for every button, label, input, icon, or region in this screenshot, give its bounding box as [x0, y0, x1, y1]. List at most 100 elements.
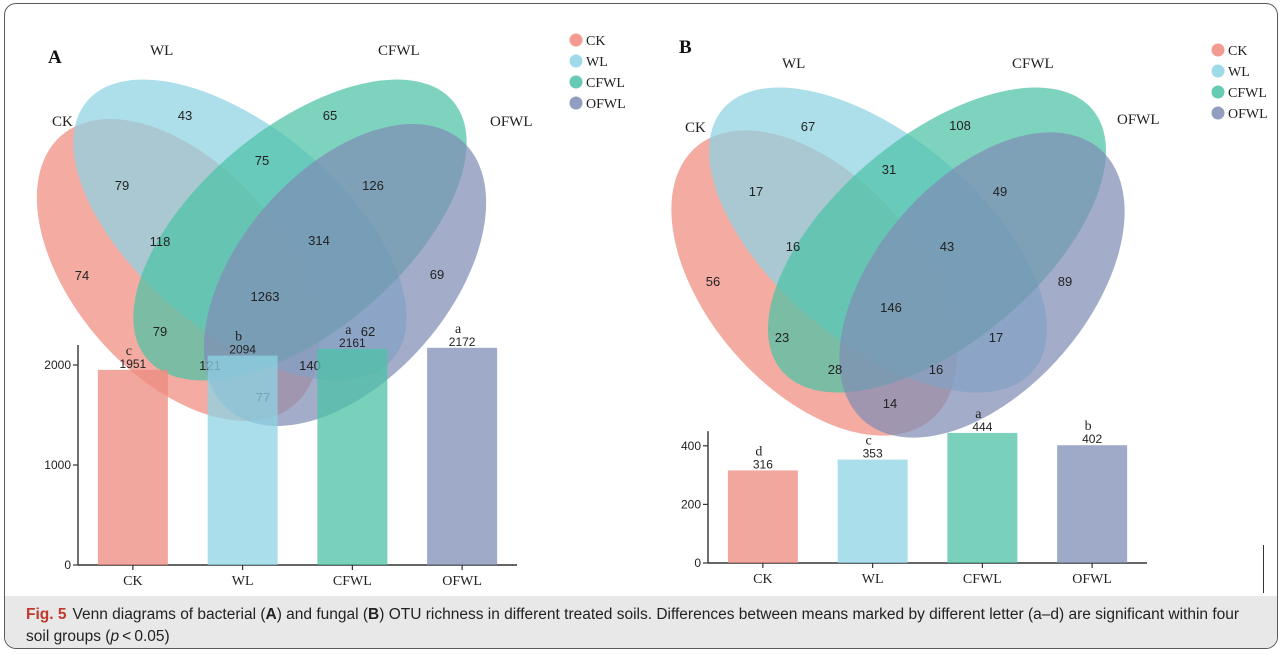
- bar-value-label-cfwl: 444: [972, 420, 992, 434]
- venn-region-ofwl: 89: [1058, 274, 1072, 289]
- legend-label-ofwl: OFWL: [586, 97, 626, 112]
- venn-ellipse-ofwl: [839, 132, 1125, 438]
- bar-cfwl: [317, 348, 388, 565]
- venn-region-wl-ofwl: 17: [989, 330, 1003, 345]
- venn-set-label-cfwl: CFWL: [1012, 56, 1054, 72]
- venn-region-ck-ofwl: 14: [883, 396, 897, 411]
- bar-value-label-ck: 316: [753, 457, 773, 471]
- bar-y-tick-label: 0: [64, 558, 71, 572]
- venn-region-wl: 43: [178, 108, 192, 123]
- panel-label-b: B: [679, 37, 692, 58]
- bar-x-tick-label-ck: CK: [123, 574, 142, 589]
- bar-value-label-cfwl: 2161: [339, 336, 366, 350]
- legend-label-cfwl: CFWL: [586, 76, 625, 91]
- figure-canvas: A CK WL CFWL OFWL 74 43 65 69 79 75 126 118 314 1263 79…: [36, 33, 1268, 589]
- bar-y-tick-label: 0: [694, 556, 701, 570]
- legend-swatch-wl: [1211, 64, 1225, 78]
- figure-caption: Fig. 5 Venn diagrams of bacterial (A) and…: [26, 604, 1256, 648]
- venn-region-wl-cfwl: 31: [882, 162, 896, 177]
- venn-set-label-cfwl: CFWL: [378, 43, 420, 59]
- venn-set-label-wl: WL: [782, 56, 805, 72]
- bar-ck: [97, 369, 168, 565]
- edge-mark: [1263, 545, 1264, 593]
- legend-swatch-cfwl: [569, 75, 583, 89]
- legend-swatch-cfwl: [1211, 85, 1225, 99]
- legend-label-cfwl: CFWL: [1228, 86, 1267, 101]
- venn-region-ck-wl-cfwl-ofwl: 1263: [251, 289, 280, 304]
- bar-x-tick-label-cfwl: CFWL: [333, 574, 372, 589]
- bar-ofwl: [1057, 445, 1128, 563]
- bar-ofwl: [427, 347, 498, 565]
- bar-y-tick-label: 2000: [44, 358, 71, 372]
- venn-region-cfwl-ofwl: 49: [993, 184, 1007, 199]
- legend-swatch-ofwl: [569, 96, 583, 110]
- bar-value-label-ck: 1951: [120, 357, 147, 371]
- venn-region-cfwl: 65: [323, 108, 337, 123]
- bar-wl: [207, 355, 278, 565]
- venn-region-cfwl: 108: [949, 118, 971, 133]
- bar-x-tick-label-wl: WL: [862, 572, 884, 587]
- legend-swatch-ofwl: [1211, 106, 1225, 120]
- venn-region-ck-cfwl: 79: [153, 324, 167, 339]
- bar-significance-letter-cfwl: a: [345, 323, 352, 338]
- bar-y-tick-label: 400: [681, 439, 701, 453]
- bar-significance-letter-wl: c: [866, 434, 872, 449]
- venn-set-label-ck: CK: [685, 120, 706, 136]
- panel-label-a: A: [48, 47, 62, 68]
- bar-significance-letter-wl: b: [235, 330, 242, 345]
- legend-swatch-ck: [569, 33, 583, 47]
- venn-region-ck-wl-cfwl: 16: [786, 239, 800, 254]
- venn-region-cfwl-ofwl: 126: [362, 178, 384, 193]
- venn-set-label-ck: CK: [52, 114, 73, 130]
- legend-label-ck: CK: [586, 34, 605, 49]
- bar-significance-letter-ck: c: [126, 344, 132, 359]
- figure-number: Fig. 5: [26, 606, 67, 623]
- venn-region-ck: 56: [706, 274, 720, 289]
- venn-region-ck-wl-cfwl-ofwl: 146: [880, 300, 902, 315]
- venn-region-ck-cfwl-ofwl: 28: [828, 362, 842, 377]
- venn-set-label-wl: WL: [150, 43, 173, 59]
- caption-text-4: < 0.05): [119, 628, 170, 645]
- caption-panel-a: A: [265, 606, 277, 623]
- bar-y-tick-label: 1000: [44, 458, 71, 472]
- bar-x-tick-label-ofwl: OFWL: [442, 574, 482, 589]
- venn-region-ofwl: 69: [430, 267, 444, 282]
- legend-label-wl: WL: [586, 55, 608, 70]
- bar-significance-letter-ofwl: a: [455, 322, 462, 337]
- bar-wl: [837, 459, 908, 563]
- legend-label-wl: WL: [1228, 65, 1250, 80]
- venn-region-ck-wl-ofwl: 140: [299, 358, 321, 373]
- venn-region-ck-wl-cfwl: 118: [150, 234, 171, 249]
- legend-swatch-wl: [569, 54, 583, 68]
- venn-region-ck: 74: [75, 268, 89, 283]
- legend-label-ofwl: OFWL: [1228, 107, 1268, 122]
- venn-region-wl-cfwl-ofwl: 314: [308, 233, 330, 248]
- venn-set-label-ofwl: OFWL: [1117, 112, 1160, 128]
- venn-ellipse-ofwl: [203, 124, 487, 426]
- bar-x-tick-label-wl: WL: [232, 574, 254, 589]
- venn-region-ck-wl: 17: [749, 184, 763, 199]
- caption-p-symbol: p: [110, 628, 120, 645]
- bar-value-label-wl: 2094: [229, 343, 256, 357]
- caption-text-3: ) OTU richness in different treated soil…: [26, 606, 1240, 645]
- caption-text-1: Venn diagrams of bacterial (: [72, 606, 266, 623]
- bar-significance-letter-ofwl: b: [1085, 419, 1092, 434]
- bar-ck: [727, 470, 798, 563]
- venn-region-ck-cfwl: 23: [775, 330, 789, 345]
- legend-label-ck: CK: [1228, 44, 1247, 59]
- legend-swatch-ck: [1211, 43, 1225, 57]
- bar-x-tick-label-cfwl: CFWL: [963, 572, 1002, 587]
- venn-set-label-ofwl: OFWL: [490, 114, 533, 130]
- bar-value-label-wl: 353: [863, 447, 883, 461]
- bar-value-label-ofwl: 402: [1082, 432, 1102, 446]
- bar-value-label-ofwl: 2172: [449, 335, 476, 349]
- venn-region-ck-wl-ofwl: 16: [929, 362, 943, 377]
- caption-panel-b: B: [368, 606, 380, 623]
- bar-x-tick-label-ck: CK: [753, 572, 772, 587]
- caption-text-2: ) and fungal (: [276, 606, 369, 623]
- venn-region-ck-wl: 79: [115, 178, 129, 193]
- venn-region-wl-ofwl: 62: [361, 324, 375, 339]
- venn-region-wl: 67: [801, 119, 815, 134]
- venn-region-wl-cfwl-ofwl: 43: [940, 239, 954, 254]
- bar-significance-letter-ck: d: [755, 444, 762, 459]
